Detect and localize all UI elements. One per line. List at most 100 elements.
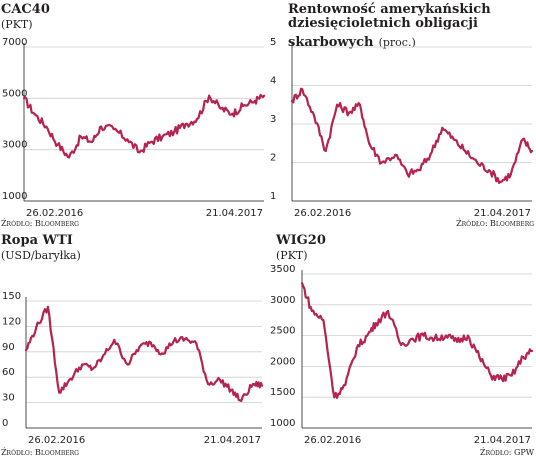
x-tick-label-end: 21.04.2017 [474,435,531,446]
y-tick-label: 1 [270,191,276,202]
data-point [530,349,534,353]
data-point [69,377,72,380]
y-tick-label: 90 [2,342,15,353]
data-point [406,172,409,176]
data-point [46,305,50,309]
data-point [253,99,256,102]
chart-subtitle: (PKT) [1,18,33,31]
data-point [161,135,164,138]
data-point [126,363,129,366]
chart-title: Ropa WTI [1,233,73,248]
chart-title-line-1: Rentowność amerykańskich [288,2,491,17]
data-point [126,138,129,141]
y-tick-label: 1500 [270,387,295,398]
data-point [184,122,187,126]
data-point [476,161,479,164]
x-tick-label-start: 26.02.2016 [26,208,83,219]
data-point [56,143,59,146]
data-point [358,103,362,106]
data-point [241,104,244,108]
data-point [301,88,304,91]
series-line [23,93,265,159]
chart-title: CAC40 [1,2,50,17]
data-point [33,112,36,115]
chart-plot: 0 30 60 90 120 150 26.02.2016 21.04.2017 [2,291,264,446]
data-point [348,111,351,114]
data-point [366,334,369,337]
data-point [113,338,116,342]
series-line [300,282,533,399]
data-point [521,138,524,141]
data-point [429,153,432,156]
y-tick-label: 30 [2,393,15,404]
data-point [206,382,210,386]
y-tick-label: 120 [2,316,21,327]
data-point [220,107,223,110]
y-tick-label: 3000 [270,295,295,306]
data-point [183,338,187,341]
chart-source: Źródło: GPW [480,448,534,457]
x-tick-label-end: 21.04.2017 [206,208,263,219]
data-point [80,135,83,138]
data-point [149,140,152,144]
data-point [229,388,233,391]
y-tick-label: 7000 [2,37,27,48]
x-tick-label-start: 26.02.2016 [304,435,361,446]
chart-subtitle: (proc.) [378,36,416,49]
data-point [149,341,152,344]
chart-plot: 1000 1500 2000 2500 3000 3500 26.02.2016 21.04.… [270,264,534,446]
data-point [488,169,491,172]
chart-source: Źródło: Bloomberg [1,219,79,228]
chart-panel-wti: Ropa WTI (USD/baryłka) 0 30 60 90 120 150 26.0… [0,229,268,458]
data-point [290,99,294,102]
series-line [291,87,533,184]
chart-plot: 1 2 3 4 5 26.02.2016 21.04.2017 [270,37,534,219]
chart-title-end: skarbowych [288,35,374,50]
data-point [417,169,420,172]
data-point [112,128,115,131]
data-point [313,115,316,118]
chart-source: Źródło: Bloomberg [456,219,534,228]
data-point [422,334,425,337]
data-point [489,374,493,377]
data-point [322,319,325,322]
y-tick-label: 3000 [2,140,27,151]
data-point [251,382,255,386]
data-point [452,138,455,141]
y-tick-label: 150 [2,291,21,302]
y-tick-label: 2500 [270,326,295,337]
y-tick-label: 3 [270,114,276,125]
data-point [522,356,525,359]
data-point [374,322,378,325]
y-tick-label: 1000 [270,418,295,429]
x-tick-label-end: 21.04.2017 [204,435,261,446]
y-tick-label: 1000 [2,191,27,202]
data-point [160,352,164,355]
data-point [455,340,459,343]
data-point [324,149,327,153]
data-point [509,172,512,176]
x-tick-label-start: 26.02.2016 [294,208,351,219]
chart-plot: 1000 3000 5000 7000 26.02.2016 21.04.2017 [2,37,266,219]
data-point [240,399,243,403]
data-point [24,349,28,352]
data-point [433,337,436,340]
data-point [68,156,71,159]
y-tick-label: 5 [270,37,276,48]
y-tick-label: 4 [270,76,276,87]
data-point [310,309,313,313]
data-point [444,334,448,337]
data-point [300,282,304,285]
data-point [172,339,175,342]
data-point [35,326,38,330]
y-tick-label: 2000 [270,356,295,367]
y-tick-label: 5000 [2,88,27,99]
data-point [81,363,84,366]
data-point [100,125,103,128]
data-point [466,334,470,337]
data-point [368,142,371,145]
chart-title-line-3: skarbowych (proc.) [288,31,416,50]
data-point [478,356,481,359]
chart-subtitle: (PKT) [276,249,308,262]
y-tick-label: 0 [2,418,8,429]
